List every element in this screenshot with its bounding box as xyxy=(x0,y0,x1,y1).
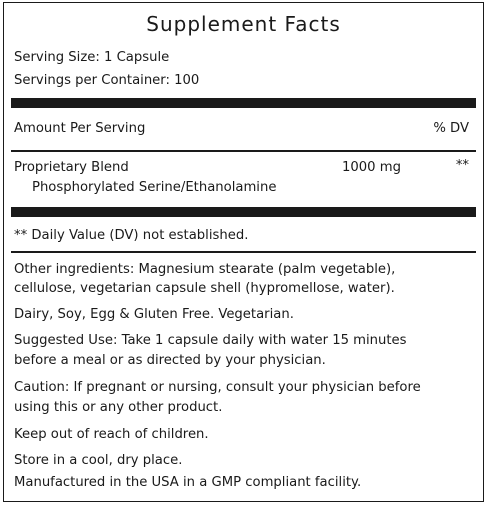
suggested-use-line-2: before a meal or as directed by your phy… xyxy=(14,353,326,368)
blend-ingredient: Phosphorylated Serine/Ethanolamine xyxy=(32,180,277,195)
keep-out-of-reach: Keep out of reach of children. xyxy=(14,427,209,442)
servings-per-container: Servings per Container: 100 xyxy=(14,73,200,88)
manufactured-statement: Manufactured in the USA in a GMP complia… xyxy=(14,475,362,490)
thick-divider-top xyxy=(11,98,476,108)
other-ingredients-line-2: cellulose, vegetarian capsule shell (hyp… xyxy=(14,281,395,296)
caution-line-2: using this or any other product. xyxy=(14,400,223,415)
suggested-use-line-1: Suggested Use: Take 1 capsule daily with… xyxy=(14,333,407,348)
thin-divider-2 xyxy=(11,251,476,253)
thin-divider xyxy=(11,150,476,152)
panel-title: Supplement Facts xyxy=(146,12,341,36)
caution-line-1: Caution: If pregnant or nursing, consult… xyxy=(14,380,421,395)
dv-note: ** Daily Value (DV) not established. xyxy=(14,228,249,243)
serving-size: Serving Size: 1 Capsule xyxy=(14,50,170,65)
allergen-statement: Dairy, Soy, Egg & Gluten Free. Vegetaria… xyxy=(14,307,294,322)
supplement-facts-panel: Supplement Facts Serving Size: 1 Capsule… xyxy=(3,2,484,502)
thick-divider-bottom xyxy=(11,207,476,217)
blend-amount: 1000 mg xyxy=(342,160,401,175)
other-ingredients-line-1: Other ingredients: Magnesium stearate (p… xyxy=(14,262,396,277)
amount-per-serving-header: Amount Per Serving xyxy=(14,121,146,136)
blend-dv: ** xyxy=(455,158,469,173)
dv-header: % DV xyxy=(433,121,469,136)
blend-name: Proprietary Blend xyxy=(14,160,129,175)
storage-instructions: Store in a cool, dry place. xyxy=(14,453,183,468)
